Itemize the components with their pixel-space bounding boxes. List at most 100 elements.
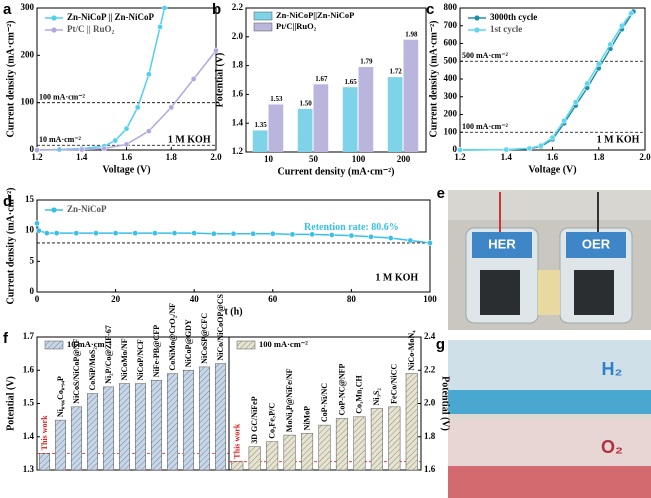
x-tick-label: 1.6 xyxy=(547,152,559,162)
y-tick-label: 300 xyxy=(21,2,35,12)
legend-marker xyxy=(51,15,57,21)
panel-label: d xyxy=(3,193,12,210)
legend-label: Zn-NiCoP || Zn-NiCoP xyxy=(67,12,154,22)
value-label: 1.35 xyxy=(255,121,268,129)
y-tick-label: 1.7 xyxy=(23,331,35,341)
point xyxy=(309,231,315,238)
legend-swatch xyxy=(253,11,273,21)
x-tick-label: 1.2 xyxy=(31,152,43,162)
point xyxy=(157,24,163,30)
reference-label: 10 mA·cm⁻² xyxy=(39,135,82,144)
panel-label: f xyxy=(3,330,9,347)
panel-label: b xyxy=(212,1,221,18)
category-label: Co₁Mn₁CH xyxy=(355,374,364,413)
y-tick-label: 15 xyxy=(25,194,35,204)
legend-swatch xyxy=(253,22,273,32)
x-tick-label: 1.2 xyxy=(454,152,466,162)
point xyxy=(146,128,152,134)
category-label: This work xyxy=(40,415,49,450)
point xyxy=(190,76,197,82)
point xyxy=(73,230,80,236)
x-tick-label: 100 xyxy=(352,154,366,164)
x-tick-label: 1.4 xyxy=(501,152,513,162)
y-tick-label: 400 xyxy=(444,73,458,83)
y-tick-label: 2.4 xyxy=(424,331,436,341)
point xyxy=(250,230,256,237)
bar xyxy=(231,461,244,471)
point xyxy=(538,142,544,149)
y-tick-label: 1.4 xyxy=(232,117,244,127)
value-label: 1.53 xyxy=(270,95,283,103)
y-tick-label: 2.0 xyxy=(232,31,244,41)
value-label: 1.67 xyxy=(315,75,328,83)
point xyxy=(101,145,107,152)
point xyxy=(191,230,198,236)
category-label: NiCoSP@CFC xyxy=(200,313,209,364)
point xyxy=(607,41,614,48)
point xyxy=(123,141,130,148)
y-axis-label: Potential (V) xyxy=(440,376,451,431)
x-tick-label: 0 xyxy=(35,294,40,304)
x-tick-label: 1.4 xyxy=(76,152,88,162)
category-label: 3D GC/NiFeP xyxy=(250,396,259,443)
category-label: CoP-NC@NFP xyxy=(337,363,346,415)
value-label: 1.50 xyxy=(300,99,313,107)
photo-g xyxy=(448,340,651,498)
axes-frame xyxy=(36,199,431,293)
x-tick-label: 2.0 xyxy=(639,152,651,162)
bar xyxy=(335,418,348,471)
x-tick-label: 200 xyxy=(397,154,411,164)
y-tick-label: 2.2 xyxy=(424,364,436,374)
category-label: Ni₂P/Co@ZIF-67 xyxy=(104,325,113,384)
y-tick-label: 0 xyxy=(30,144,35,154)
point xyxy=(230,230,237,237)
bar xyxy=(301,433,314,471)
point xyxy=(112,137,119,144)
panel-label: a xyxy=(3,1,12,18)
series-line xyxy=(36,50,217,151)
bar xyxy=(388,406,401,471)
category-label: CoP-Ni/NC xyxy=(320,383,329,422)
y-axis-label: Current density (mA·cm⁻²) xyxy=(5,21,16,138)
bar xyxy=(266,441,279,471)
y-tick-label: 1.5 xyxy=(23,398,35,408)
reference-label: 100 mA·cm⁻² xyxy=(39,92,86,101)
y-tick-label: 700 xyxy=(444,20,458,30)
y-tick-label: 1.6 xyxy=(232,88,244,98)
bar xyxy=(198,366,211,471)
x-axis-label: Voltage (V) xyxy=(102,164,150,175)
bar xyxy=(370,408,383,471)
point xyxy=(457,147,463,153)
point xyxy=(595,61,602,67)
point xyxy=(152,230,158,236)
legend-label: 100 mA·cm⁻² xyxy=(259,339,308,349)
point xyxy=(93,230,99,236)
y-axis-label: Potential (V) xyxy=(214,53,225,108)
bar xyxy=(70,406,83,471)
y-axis-label: Current density (mA·cm⁻²) xyxy=(428,21,439,138)
point xyxy=(328,232,335,238)
legend-label: Zn-NiCoP xyxy=(67,204,107,214)
x-tick-label: 100 xyxy=(423,294,437,304)
legend-marker xyxy=(51,207,57,213)
bar xyxy=(313,84,329,152)
panel-label: g xyxy=(436,336,445,353)
annotation: 1 M KOH xyxy=(375,272,418,283)
x-tick-label: 50 xyxy=(309,154,319,164)
photo-label: OER xyxy=(582,236,611,251)
category-label: NiMoP xyxy=(302,406,311,431)
bar xyxy=(403,39,419,152)
category-label: Ni₀.₀₆Co₀.₉₄P xyxy=(56,376,65,417)
category-label: NiCoMo/NF xyxy=(120,338,129,380)
value-label: 1.79 xyxy=(360,58,373,66)
category-label: NiCo-MoN₄ xyxy=(407,330,416,371)
point xyxy=(572,99,579,105)
point xyxy=(36,227,42,234)
y-tick-label: 300 xyxy=(444,91,458,101)
photo-label: O₂ xyxy=(601,437,623,457)
point xyxy=(289,231,296,238)
bar xyxy=(283,434,296,471)
bar xyxy=(54,419,67,471)
bar xyxy=(214,363,227,471)
